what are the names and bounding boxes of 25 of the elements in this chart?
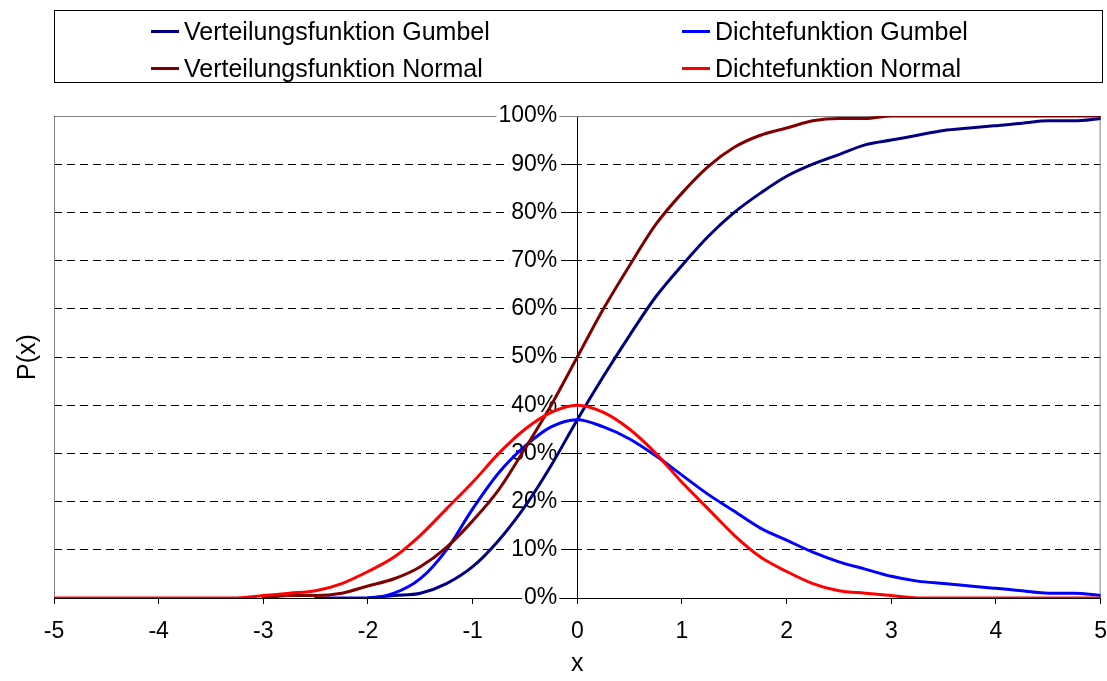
x-tick-label: 3	[884, 617, 898, 644]
x-tick-label: 2	[780, 617, 794, 644]
y-tick-label: 60%	[511, 294, 558, 321]
legend-label: Dichtefunktion Normal	[715, 53, 961, 83]
x-axis-title: x	[571, 647, 585, 676]
y-tick-label: 10%	[511, 535, 558, 562]
legend-label: Verteilungsfunktion Gumbel	[184, 16, 490, 46]
y-axis-title: P(x)	[11, 334, 40, 380]
y-tick-label: 70%	[511, 245, 558, 272]
x-tick-label: 5	[1094, 617, 1107, 644]
x-tick-label: 4	[989, 617, 1003, 644]
legend-label: Dichtefunktion Gumbel	[715, 16, 968, 46]
legend-label: Verteilungsfunktion Normal	[184, 53, 483, 83]
x-tick-label: -3	[253, 617, 274, 644]
y-tick-label: 80%	[511, 197, 558, 224]
y-tick-label: 0%	[524, 583, 558, 610]
x-tick-label: 1	[675, 617, 689, 644]
y-tick-label: 100%	[498, 101, 558, 128]
x-tick-label: -1	[462, 617, 483, 644]
x-tick-label: -5	[43, 617, 65, 644]
y-tick-label: 90%	[511, 149, 558, 176]
y-tick-label: 50%	[511, 342, 558, 369]
x-tick-label: -2	[357, 617, 379, 644]
x-tick-label: 0	[570, 617, 584, 644]
x-tick-label: -4	[148, 617, 170, 644]
